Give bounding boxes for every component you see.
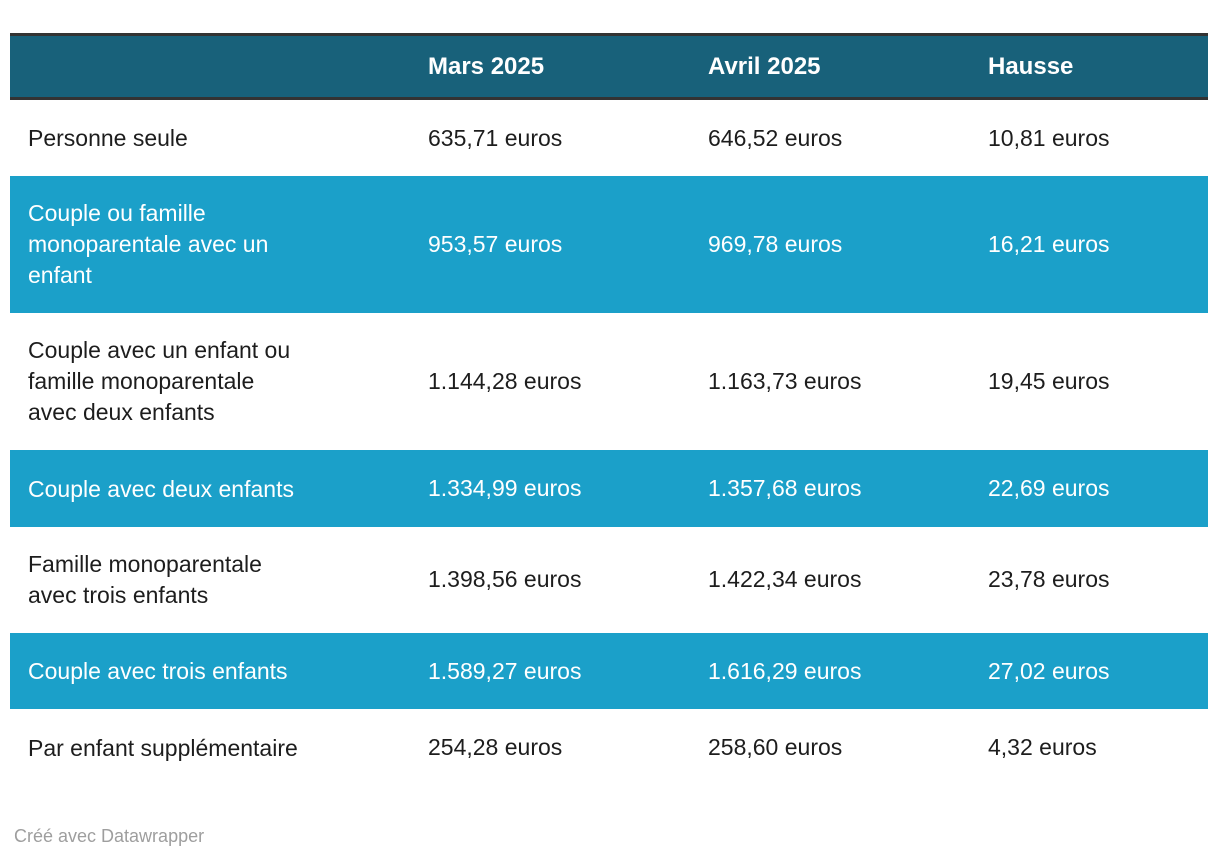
- table-cell-hausse: 22,69 euros: [988, 450, 1208, 527]
- table-cell-mars: 1.144,28 euros: [428, 368, 582, 395]
- row-label: Par enfant supplémentaire: [28, 734, 298, 761]
- table-cell-avril: 969,78 euros: [708, 176, 988, 314]
- header-cell-mars-2025: Mars 2025: [428, 33, 708, 100]
- row-label: Personne seule: [28, 125, 188, 152]
- table-cell-mars: 953,57 euros: [428, 176, 708, 314]
- header-cell-avril-2025: Avril 2025: [708, 33, 988, 100]
- table-cell-mars: 1.398,56 euros: [428, 566, 582, 593]
- table-cell-avril: 1.163,73 euros: [708, 368, 862, 395]
- table-cell-avril: 1.616,29 euros: [708, 632, 988, 710]
- table-cell-avril: 1.357,68 euros: [708, 450, 988, 527]
- table-cell-avril: 646,52 euros: [708, 124, 843, 151]
- table-cell-avril: 1.422,34 euros: [708, 566, 862, 593]
- table-cell-avril: 258,60 euros: [708, 733, 843, 760]
- row-label: Couple avec un enfant ou famille monopar…: [28, 337, 291, 426]
- table-cell-hausse: 10,81 euros: [988, 124, 1110, 151]
- table-cell-hausse: 27,02 euros: [988, 632, 1208, 710]
- table-cell-hausse: 16,21 euros: [988, 176, 1208, 314]
- row-label: Couple avec trois enfants: [10, 632, 428, 710]
- table-cell-hausse: 4,32 euros: [988, 733, 1097, 760]
- row-label: Famille monoparentale avec trois enfants: [28, 550, 262, 608]
- header-cell-hausse: Hausse: [988, 33, 1208, 100]
- row-label: Couple avec deux enfants: [10, 450, 428, 527]
- row-label: Couple ou famille monoparentale avec un …: [10, 176, 428, 314]
- table-cell-hausse: 23,78 euros: [988, 566, 1110, 593]
- table-cell-mars: 254,28 euros: [428, 733, 563, 760]
- table-cell-hausse: 19,45 euros: [988, 368, 1110, 395]
- table-row-famille-monoparentale-trois-enfants: Famille monoparentale avec trois enfants…: [10, 527, 1208, 633]
- table-row-couple-ou-famille-monoparentale-un-enfant: Couple ou famille monoparentale avec un …: [10, 176, 1208, 314]
- table-row-personne-seule: Personne seule 635,71 euros 646,52 euros…: [10, 99, 1208, 177]
- table-cell-mars: 1.334,99 euros: [428, 450, 708, 527]
- header-cell-empty: [10, 33, 428, 100]
- table-row-couple-un-enfant-ou-monoparentale-deux-enfants: Couple avec un enfant ou famille monopar…: [10, 313, 1208, 450]
- table-cell-mars: 1.589,27 euros: [428, 632, 708, 710]
- table-cell-mars: 635,71 euros: [428, 124, 563, 151]
- header-row: Mars 2025 Avril 2025 Hausse: [10, 33, 1208, 100]
- table-row-par-enfant-supplementaire: Par enfant supplémentaire 254,28 euros 2…: [10, 709, 1208, 785]
- table-row-couple-deux-enfants: Couple avec deux enfants 1.334,99 euros …: [10, 450, 1208, 527]
- datawrapper-credit-link[interactable]: Créé avec Datawrapper: [14, 825, 205, 846]
- comparison-table: Mars 2025 Avril 2025 Hausse Personne seu…: [10, 33, 1208, 786]
- table-row-couple-trois-enfants: Couple avec trois enfants 1.589,27 euros…: [10, 632, 1208, 710]
